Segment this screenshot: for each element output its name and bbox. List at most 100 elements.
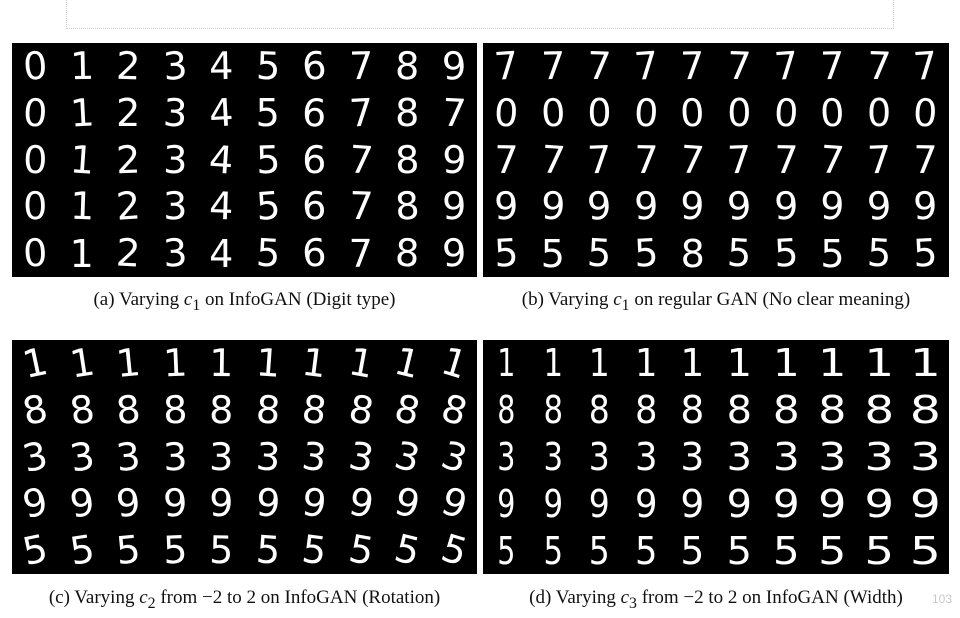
digit-cell: 0 [22,137,48,183]
digit-cell: 7 [820,44,845,89]
digit-cell: 8 [772,388,800,433]
digit-cell: 9 [818,481,847,526]
digit-cell: 7 [539,137,567,183]
caption-c: (c) Varying c2 from −2 to 2 on InfoGAN (… [12,587,477,613]
digit-cell: 8 [818,388,847,433]
digit-cell: 5 [254,230,281,277]
digit-cell: 3 [390,432,425,482]
digit-cell: 3 [588,434,611,479]
digit-cell: 8 [299,386,330,434]
digit-cell: 3 [497,434,516,479]
digit-cell: 5 [254,43,281,89]
digit-cell: 1 [208,341,234,386]
digit-cell: 5 [588,528,611,573]
digit-cell: 5 [493,230,520,277]
digit-cell: 4 [208,44,234,89]
digit-cell: 3 [726,434,752,479]
digit-cell: 9 [865,183,893,230]
digit-cell: 1 [66,340,98,387]
digit-cell: 3 [299,433,330,481]
caption-a-suffix: on InfoGAN (Digit type) [200,289,396,310]
digit-cell: 0 [22,90,49,136]
digit-cell: 5 [255,91,280,136]
caption-c-prefix: (c) Varying [48,587,140,608]
digit-cell: 0 [632,90,660,136]
digit-cell: 6 [300,43,328,90]
digit-cell: 4 [208,90,235,136]
digit-cell: 5 [864,528,894,573]
digit-cell: 9 [254,480,282,527]
digit-cell: 3 [114,433,143,481]
digit-cell: 3 [162,137,188,183]
digit-cell: 8 [588,388,611,433]
digit-cell: 8 [543,388,563,433]
digit-cell: 1 [18,340,52,388]
caption-b-suffix: on regular GAN (No clear meaning) [629,289,911,310]
digit-cell: 8 [161,387,188,433]
digit-cell: 7 [818,137,847,183]
digit-cell: 7 [726,43,753,89]
digit-cell: 9 [299,480,330,528]
caption-c-var: c [139,587,148,608]
digit-cell: 8 [634,388,658,433]
digit-cell: 5 [586,230,613,277]
digit-cell: 5 [540,231,565,276]
digit-cell: 5 [161,528,188,574]
digit-cell: 3 [161,43,189,90]
digit-cell: 9 [540,184,566,230]
digit-cell: 9 [588,481,611,526]
digit-cell: 9 [913,184,939,229]
caption-d-var: c [620,587,630,608]
digit-cell: 7 [912,43,940,90]
digit-cell: 7 [773,137,799,183]
digit-cell: 6 [301,184,327,229]
digit-cell: 0 [21,43,49,90]
digit-cell: 0 [493,90,520,136]
digit-cell: 7 [632,43,660,90]
caption-a-sub: 1 [192,296,201,314]
digit-cell: 1 [543,341,563,386]
digit-cell: 1 [680,341,705,386]
digit-cell: 5 [254,527,282,574]
digit-cell: 3 [66,433,98,481]
digit-cell: 0 [727,91,752,136]
digit-cell: 1 [497,341,516,386]
digit-cell: 3 [910,434,942,479]
digit-cell: 7 [726,137,753,183]
header-frame [66,0,894,29]
digit-cell: 8 [394,137,421,183]
digit-cell: 2 [115,43,142,89]
digit-cell: 5 [772,230,800,277]
caption-a: (a) Varying c1 on InfoGAN (Digit type) [12,289,477,315]
digit-cell: 9 [114,480,143,527]
digit-cell: 3 [161,230,188,277]
digit-cell: 9 [543,481,563,526]
digit-cell: 1 [634,341,658,386]
digit-cell: 9 [679,184,706,230]
digit-cell: 9 [725,183,753,230]
digit-cell: 1 [299,340,330,387]
digit-cell: 1 [864,341,894,386]
digit-cell: 1 [68,90,95,136]
digit-cell: 8 [435,385,472,435]
digit-cell: 4 [209,231,234,276]
digit-cell: 3 [864,434,894,479]
caption-b: (b) Varying c1 on regular GAN (No clear … [483,289,949,315]
digit-cell: 0 [912,90,939,136]
digit-cell: 5 [772,528,800,573]
digit-cell: 8 [393,183,421,230]
digit-cell: 9 [440,230,467,277]
digit-cell: 7 [586,43,613,89]
digit-cell: 9 [634,481,658,526]
caption-b-sub: 1 [621,296,630,314]
caption-b-var: c [613,289,622,310]
digit-cell: 5 [680,528,705,573]
digit-cell: 7 [493,137,519,183]
watermark-text: 103 [931,592,952,606]
digit-cell: 7 [347,90,374,136]
digit-cell: 3 [818,434,847,479]
digit-cell: 6 [301,137,327,183]
